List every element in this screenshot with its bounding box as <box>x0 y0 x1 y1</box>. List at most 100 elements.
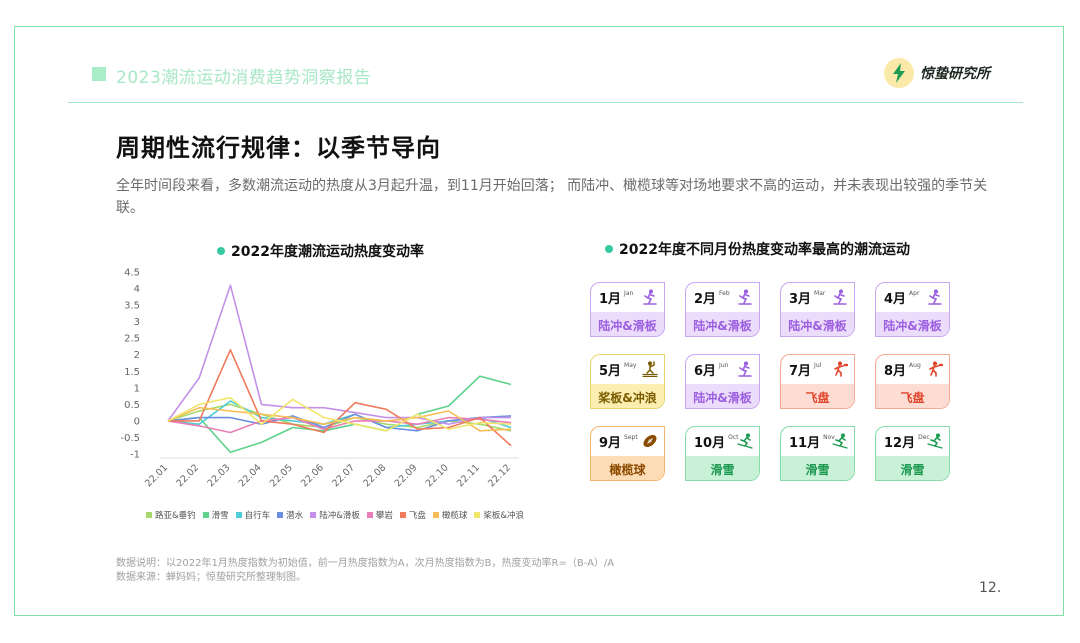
skateboard-icon <box>737 361 753 377</box>
x-tick-label: 22.07 <box>330 462 357 489</box>
month-card: 5月 May 桨板&冲浪 <box>590 354 665 409</box>
month-card-header: 9月 Sept <box>591 427 664 456</box>
month-sport-label: 橄榄球 <box>591 456 664 480</box>
y-tick-label: 2 <box>134 350 140 361</box>
month-card: 9月 Sept 橄榄球 <box>590 426 665 481</box>
skateboard-icon <box>737 289 753 305</box>
footnote-data-note: 数据说明：以2022年1月热度指数为初始值，前一月热度指数为A，次月热度指数为B… <box>116 558 615 569</box>
month-card: 1月 Jan 陆冲&滑板 <box>590 282 665 337</box>
legend-swatch <box>399 512 406 518</box>
x-tick-label: 22.06 <box>299 462 326 489</box>
legend-swatch <box>474 512 481 518</box>
month-label: 7月 <box>789 364 812 379</box>
legend-label: 桨板&冲浪 <box>483 511 525 521</box>
y-tick-label: 4.5 <box>124 268 140 279</box>
y-tick-label: -0.5 <box>120 433 140 444</box>
month-label: 4月 <box>884 292 907 307</box>
x-tick-label: 22.05 <box>268 462 295 489</box>
skateboard-icon <box>927 289 943 305</box>
bullet-dot <box>217 247 225 255</box>
month-english-label: Jun <box>719 361 729 369</box>
month-english-label: Dec <box>918 433 930 441</box>
bullet-dot <box>605 245 613 253</box>
month-sport-label: 桨板&冲浪 <box>591 384 664 408</box>
month-english-label: Oct <box>728 433 739 441</box>
month-english-label: May <box>624 361 637 369</box>
month-card-header: 4月 Apr <box>876 283 949 312</box>
month-card: 7月 Jul 飞盘 <box>780 354 855 409</box>
skiing-icon <box>832 433 848 449</box>
month-label: 9月 <box>599 436 622 451</box>
month-label: 2月 <box>694 292 717 307</box>
month-english-label: Jul <box>814 361 822 369</box>
lightning-icon <box>884 58 914 88</box>
x-tick-label: 22.09 <box>393 462 420 489</box>
logo: 惊蛰研究所 <box>884 58 990 88</box>
legend-label: 潜水 <box>286 511 304 521</box>
y-tick-label: 3.5 <box>124 301 140 312</box>
footnote: 数据说明：以2022年1月热度指数为初始值，前一月热度指数为A，次月热度指数为B… <box>116 557 614 585</box>
page-title: 周期性流行规律：以季节导向 <box>116 134 441 162</box>
month-label: 10月 <box>694 436 726 451</box>
legend-label: 飞盘 <box>408 511 426 521</box>
month-card-header: 11月 Nov <box>781 427 854 456</box>
y-tick-label: 0.5 <box>124 400 140 411</box>
x-tick-label: 22.02 <box>174 462 201 489</box>
frisbee-icon <box>832 361 849 377</box>
y-tick-label: 3 <box>134 317 140 328</box>
month-card: 8月 Aug 飞盘 <box>875 354 950 409</box>
month-card-header: 10月 Oct <box>686 427 759 456</box>
y-tick-label: 0 <box>134 416 140 427</box>
report-title: 2023潮流运动消费趋势洞察报告 <box>116 68 372 88</box>
month-english-label: Aug <box>909 361 921 369</box>
legend-swatch <box>277 512 284 518</box>
legend-label: 陆冲&滑板 <box>319 511 360 521</box>
month-label: 6月 <box>694 364 717 379</box>
month-english-label: Jan <box>624 289 634 297</box>
month-label: 11月 <box>789 436 821 451</box>
header-square-marker <box>92 67 106 81</box>
legend-swatch <box>366 512 373 518</box>
legend-swatch <box>146 512 152 518</box>
legend-label: 路亚&垂钓 <box>155 511 196 521</box>
month-sport-label: 陆冲&滑板 <box>781 312 854 336</box>
month-label: 3月 <box>789 292 812 307</box>
month-sport-label: 陆冲&滑板 <box>686 312 759 336</box>
legend-item: 自行车 <box>235 509 270 521</box>
month-card: 4月 Apr 陆冲&滑板 <box>875 282 950 337</box>
month-sport-label: 滑雪 <box>781 456 854 480</box>
month-card-header: 12月 Dec <box>876 427 949 456</box>
legend-item: 潜水 <box>277 509 303 521</box>
legend-item: 路亚&垂钓 <box>146 509 196 521</box>
legend-swatch <box>432 512 439 518</box>
line-chart: 4.543.532.521.510.50-0.5-122.01 22.02 22.0… <box>120 268 519 489</box>
series-line <box>167 416 512 434</box>
month-card-header: 5月 May <box>591 355 664 384</box>
month-card: 12月 Dec 滑雪 <box>875 426 950 481</box>
series-line <box>167 375 512 454</box>
chart-section-title: 2022年度潮流运动热度变动率 <box>217 241 424 261</box>
page-description: 全年时间段来看，多数潮流运动的热度从3月起升温，到11月开始回落； 而陆冲、橄榄… <box>116 178 988 216</box>
y-tick-label: 1 <box>134 383 140 394</box>
month-sport-label: 陆冲&滑板 <box>591 312 664 336</box>
frisbee-icon <box>927 361 944 377</box>
legend-swatch <box>310 512 317 518</box>
series-line <box>168 349 512 447</box>
month-card: 10月 Oct 滑雪 <box>685 426 760 481</box>
legend-item: 滑雪 <box>202 509 229 521</box>
month-english-label: Apr <box>909 289 920 297</box>
y-tick-label: -1 <box>130 450 140 461</box>
month-english-label: Mar <box>814 289 826 297</box>
month-sport-label: 飞盘 <box>876 384 949 408</box>
header-divider <box>68 102 1023 103</box>
legend-label: 橄榄球 <box>441 511 468 521</box>
page-number: 12. <box>979 580 1002 596</box>
legend-swatch <box>202 512 209 518</box>
x-tick-label: 22.11 <box>455 462 482 489</box>
legend-item: 橄榄球 <box>432 509 468 521</box>
month-sport-label: 飞盘 <box>781 384 854 408</box>
legend-item: 桨板&冲浪 <box>474 509 524 521</box>
month-sport-label: 陆冲&滑板 <box>876 312 949 336</box>
logo-text: 惊蛰研究所 <box>920 66 990 82</box>
slide-frame <box>14 26 1064 616</box>
